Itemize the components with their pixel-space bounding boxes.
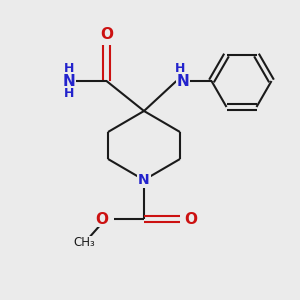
Text: O: O — [100, 27, 113, 42]
Text: N: N — [138, 173, 150, 187]
Text: O: O — [184, 212, 197, 226]
Text: CH₃: CH₃ — [73, 236, 95, 250]
Text: N: N — [63, 74, 75, 88]
Text: H: H — [64, 87, 74, 100]
Text: H: H — [175, 62, 185, 75]
Text: O: O — [95, 212, 108, 226]
Text: H: H — [64, 62, 74, 75]
Text: N: N — [177, 74, 189, 88]
